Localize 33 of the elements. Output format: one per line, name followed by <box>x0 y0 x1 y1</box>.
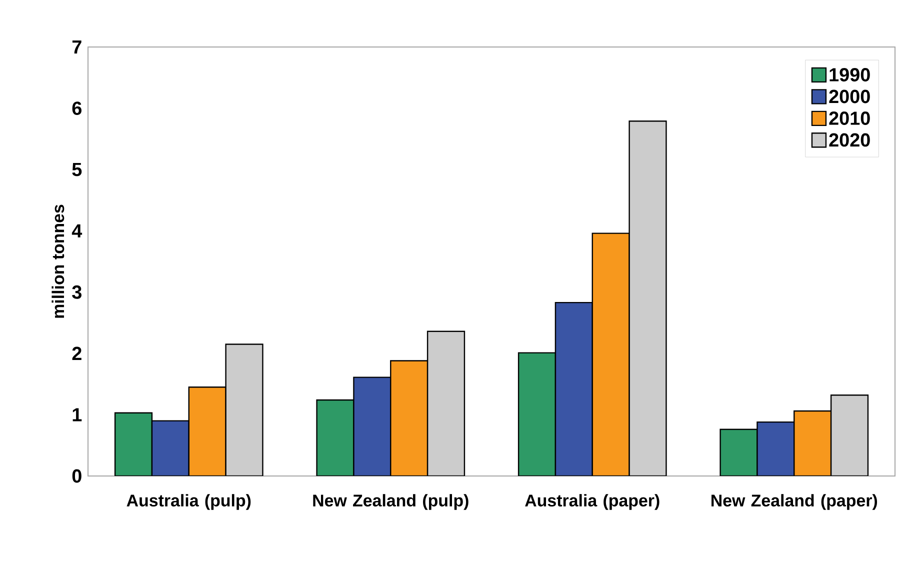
bar <box>390 360 428 476</box>
legend-label: 2010 <box>829 112 870 125</box>
bar <box>354 377 391 476</box>
bar <box>554 302 593 476</box>
bar <box>592 232 630 476</box>
bar <box>316 400 354 476</box>
y-tick-label: 2 <box>72 346 82 360</box>
legend-label: 1990 <box>830 68 870 82</box>
bar <box>114 412 153 476</box>
x-tick-label: New Zealand (pulp) <box>313 494 468 510</box>
bar <box>225 344 264 476</box>
y-axis-title: million tonnes <box>52 204 64 318</box>
bar <box>628 120 667 476</box>
y-tick-label: 1 <box>72 408 82 422</box>
x-tick-label: Australia (pulp) <box>126 494 251 510</box>
bar <box>518 352 556 476</box>
y-tick-label: 4 <box>72 224 82 238</box>
y-tick-label: 7 <box>72 40 82 54</box>
y-tick-label: 5 <box>72 162 82 176</box>
y-tick-label: 0 <box>72 469 82 483</box>
x-tick-label: New Zealand (paper) <box>712 494 878 510</box>
y-tick-label: 3 <box>72 285 82 299</box>
x-tick-label: Australia (paper) <box>525 494 660 510</box>
legend-label: 2000 <box>829 90 870 104</box>
bar <box>188 386 226 476</box>
y-tick-label: 6 <box>72 102 82 115</box>
bar <box>794 410 832 476</box>
bar <box>428 331 464 476</box>
bar <box>151 420 190 476</box>
legend-label: 2020 <box>829 133 870 147</box>
bar <box>720 428 758 476</box>
bar <box>756 421 795 476</box>
bar <box>830 394 869 476</box>
